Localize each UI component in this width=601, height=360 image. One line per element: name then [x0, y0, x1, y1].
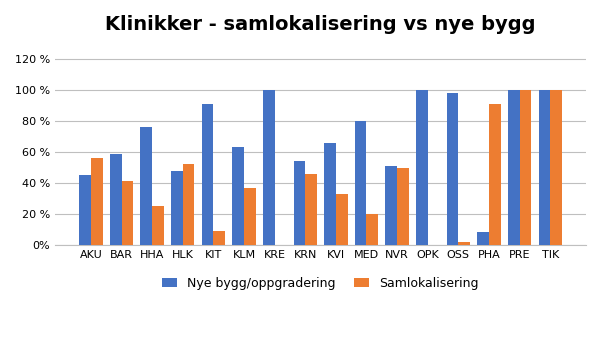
Bar	[183, 165, 194, 245]
Title: Klinikker - samlokalisering vs nye bygg: Klinikker - samlokalisering vs nye bygg	[105, 15, 536, 34]
Bar	[385, 166, 397, 245]
Bar	[489, 104, 501, 245]
Bar	[459, 242, 470, 245]
Bar	[336, 194, 347, 245]
Bar	[202, 104, 213, 245]
Bar	[416, 90, 428, 245]
Bar	[141, 127, 152, 245]
Bar	[213, 231, 225, 245]
Bar	[294, 161, 305, 245]
Bar	[171, 171, 183, 245]
Legend: Nye bygg/oppgradering, Samlokalisering: Nye bygg/oppgradering, Samlokalisering	[157, 272, 484, 295]
Bar	[244, 188, 255, 245]
Bar	[110, 154, 121, 245]
Bar	[305, 174, 317, 245]
Bar	[121, 181, 133, 245]
Bar	[397, 167, 409, 245]
Bar	[477, 233, 489, 245]
Bar	[324, 143, 336, 245]
Bar	[520, 90, 531, 245]
Bar	[79, 175, 91, 245]
Bar	[355, 121, 367, 245]
Bar	[508, 90, 520, 245]
Bar	[367, 214, 378, 245]
Bar	[538, 90, 551, 245]
Bar	[152, 206, 163, 245]
Bar	[263, 90, 275, 245]
Bar	[233, 148, 244, 245]
Bar	[551, 90, 562, 245]
Bar	[91, 158, 103, 245]
Bar	[447, 93, 459, 245]
